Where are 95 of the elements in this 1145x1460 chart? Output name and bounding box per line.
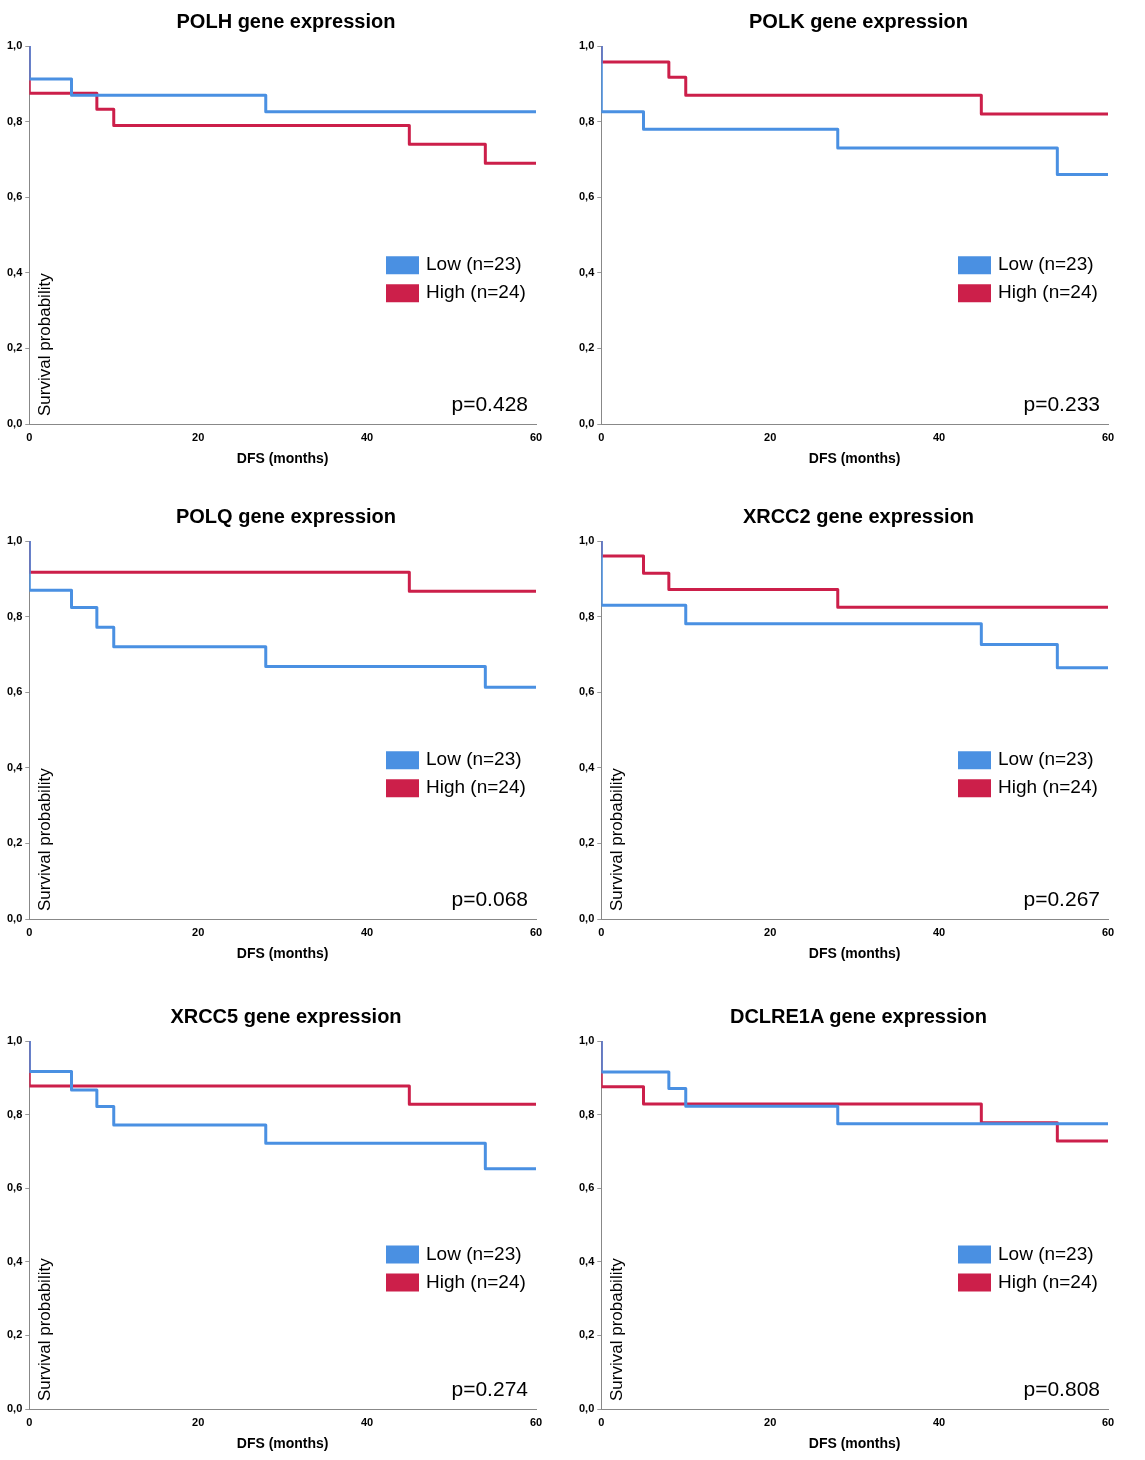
legend-label: Low (n=23) [426, 1242, 522, 1264]
y-tick-label: 0,8 [6, 1107, 23, 1120]
y-axis-title: Survival probability [606, 1257, 626, 1401]
x-tick-label: 60 [529, 925, 543, 938]
legend-label: Low (n=23) [426, 253, 522, 275]
x-tick-label: 40 [932, 1415, 946, 1428]
x-tick-label: 20 [764, 925, 777, 938]
y-tick-label: 0,8 [578, 1107, 595, 1120]
x-tick-label: 20 [764, 430, 777, 443]
x-tick-label: 40 [360, 1415, 374, 1428]
legend-label: Low (n=23) [998, 1242, 1094, 1264]
y-tick-label: 1,0 [578, 534, 595, 547]
y-tick-label: 0,4 [6, 1254, 24, 1267]
y-tick-label: 0,4 [578, 1254, 596, 1267]
x-axis-title: DFS (months) [236, 1435, 329, 1452]
y-tick-label: 0,6 [6, 190, 23, 203]
legend-label: High (n=24) [998, 776, 1098, 798]
x-tick-label: 0 [598, 430, 605, 443]
x-tick-label: 20 [764, 1415, 777, 1428]
legend-label: Low (n=23) [998, 748, 1094, 770]
chart-title: DCLRE1A gene expression [728, 1004, 989, 1029]
y-tick-label: 0,6 [6, 1181, 23, 1194]
x-tick-label: 60 [1101, 430, 1115, 443]
y-tick-label: 0,0 [6, 912, 23, 925]
x-tick-label: 0 [26, 430, 33, 443]
annotation: p=0.808 [1023, 1377, 1100, 1401]
x-tick-label: 20 [192, 1415, 205, 1428]
x-tick-label: 0 [598, 1415, 605, 1428]
chart-title: POLQ gene expression [174, 504, 398, 529]
annotation: p=0.233 [1023, 392, 1100, 416]
x-tick-label: 60 [1101, 1415, 1115, 1428]
x-axis-title: DFS (months) [236, 450, 329, 467]
y-tick-label: 0,2 [6, 1328, 23, 1341]
y-tick-label: 0,4 [6, 265, 24, 278]
y-tick-label: 1,0 [6, 534, 23, 547]
legend-label: High (n=24) [426, 776, 526, 798]
y-tick-label: 0,8 [6, 609, 23, 622]
y-tick-label: 1,0 [578, 39, 595, 52]
y-tick-label: 0,6 [578, 1181, 595, 1194]
x-tick-label: 40 [360, 430, 374, 443]
x-tick-label: 0 [26, 925, 33, 938]
y-tick-label: 0,0 [578, 912, 595, 925]
legend-label: Low (n=23) [426, 748, 522, 770]
y-axis-title: Survival probability [34, 767, 54, 911]
y-axis-title: Survival probability [606, 767, 626, 911]
legend-label: High (n=24) [426, 281, 526, 303]
annotation: p=0.274 [451, 1377, 529, 1401]
x-axis-title: DFS (months) [808, 1435, 901, 1452]
y-tick-label: 0,2 [578, 1328, 595, 1341]
y-tick-label: 0,4 [578, 760, 596, 773]
y-tick-label: 0,0 [578, 417, 595, 430]
x-tick-label: 40 [932, 430, 946, 443]
annotation: p=0.428 [451, 392, 528, 416]
x-tick-label: 0 [598, 925, 605, 938]
y-tick-label: 0,6 [6, 685, 23, 698]
x-tick-label: 60 [1101, 925, 1115, 938]
x-axis-title: DFS (months) [808, 945, 901, 962]
x-tick-label: 60 [529, 430, 543, 443]
y-axis-title: Survival probability [34, 1257, 54, 1401]
chart-title: POLH gene expression [175, 9, 397, 34]
legend-label: High (n=24) [998, 1270, 1098, 1292]
y-tick-label: 0,2 [6, 341, 23, 354]
y-axis-title: Survival probability [34, 272, 54, 416]
y-tick-label: 0,8 [6, 114, 23, 127]
chart-title: XRCC2 gene expression [741, 504, 976, 529]
x-axis-title: DFS (months) [236, 945, 329, 962]
y-tick-label: 0,4 [578, 265, 596, 278]
y-tick-label: 0,0 [6, 1402, 23, 1415]
y-tick-label: 0,6 [578, 685, 595, 698]
legend-label: High (n=24) [426, 1270, 526, 1292]
chart-title: XRCC5 gene expression [169, 1004, 403, 1029]
y-tick-label: 1,0 [578, 1034, 595, 1047]
annotation: p=0.068 [451, 887, 528, 911]
x-tick-label: 0 [26, 1415, 33, 1428]
x-tick-label: 60 [529, 1415, 543, 1428]
x-tick-label: 40 [932, 925, 946, 938]
x-axis-title: DFS (months) [808, 450, 901, 467]
y-tick-label: 0,0 [6, 417, 23, 430]
y-tick-label: 1,0 [6, 1034, 23, 1047]
y-tick-label: 0,6 [578, 190, 595, 203]
annotation: p=0.267 [1023, 887, 1100, 911]
legend-label: Low (n=23) [998, 253, 1094, 275]
y-tick-label: 0,0 [578, 1402, 595, 1415]
y-tick-label: 0,2 [578, 341, 595, 354]
legend-label: High (n=24) [998, 281, 1098, 303]
x-tick-label: 40 [360, 925, 374, 938]
x-tick-label: 20 [192, 430, 205, 443]
y-tick-label: 0,2 [578, 836, 595, 849]
y-tick-label: 1,0 [6, 39, 23, 52]
y-tick-label: 0,8 [578, 609, 595, 622]
y-tick-label: 0,4 [6, 760, 24, 773]
y-tick-label: 0,8 [578, 114, 595, 127]
y-tick-label: 0,2 [6, 836, 23, 849]
x-tick-label: 20 [192, 925, 205, 938]
chart-title: POLK gene expression [748, 9, 969, 34]
